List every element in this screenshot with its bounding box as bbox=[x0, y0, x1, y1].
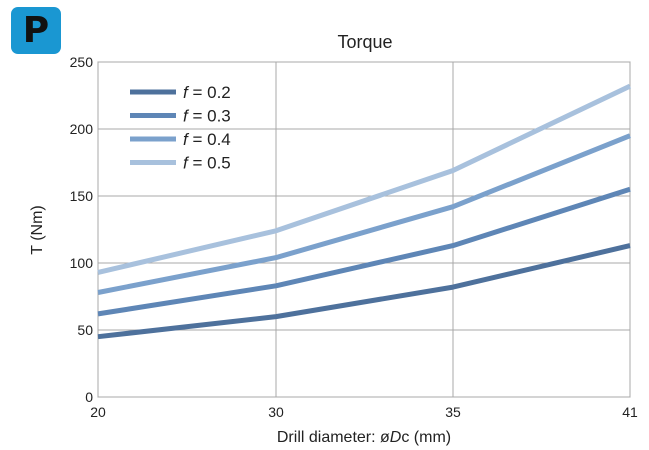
x-tick-label: 41 bbox=[622, 404, 638, 420]
x-axis-label: Drill diameter: øDc (mm) bbox=[277, 429, 451, 446]
x-axis-label-var: ø bbox=[380, 429, 390, 446]
legend: f = 0.2f = 0.3f = 0.4f = 0.5 bbox=[130, 83, 231, 173]
legend-variable: f bbox=[183, 130, 190, 149]
y-tick-label: 0 bbox=[85, 389, 93, 405]
x-tick-label: 20 bbox=[90, 404, 106, 420]
x-axis-label-suffix: (mm) bbox=[409, 429, 451, 446]
p-badge: P bbox=[11, 7, 61, 54]
y-axis-label: T (Nm) bbox=[29, 205, 46, 254]
series-line-3 bbox=[97, 133, 631, 295]
y-tick-labels: 0 50 100 150 200 250 bbox=[70, 54, 94, 405]
series-lines bbox=[97, 83, 632, 340]
legend-value: = 0.3 bbox=[188, 107, 231, 126]
x-tick-labels: 20 30 35 41 bbox=[90, 404, 638, 420]
chart-title: Torque bbox=[337, 32, 392, 52]
p-badge-label: P bbox=[22, 10, 50, 51]
legend-label: f = 0.4 bbox=[183, 130, 231, 149]
legend-variable: f bbox=[183, 107, 190, 126]
legend-value: = 0.5 bbox=[188, 154, 231, 173]
y-tick-label: 100 bbox=[70, 255, 94, 271]
legend-variable: f bbox=[183, 83, 190, 102]
series-line-1 bbox=[97, 243, 631, 340]
series-line-2 bbox=[97, 186, 631, 317]
y-tick-label: 50 bbox=[77, 322, 93, 338]
legend-label: f = 0.2 bbox=[183, 83, 231, 102]
gridlines bbox=[97, 61, 631, 398]
legend-variable: f bbox=[183, 154, 190, 173]
y-tick-label: 200 bbox=[70, 121, 94, 137]
series-line-4 bbox=[97, 83, 632, 275]
x-tick-label: 35 bbox=[445, 404, 461, 420]
plot-frame bbox=[97, 61, 631, 398]
y-tick-label: 250 bbox=[70, 54, 94, 70]
legend-value: = 0.2 bbox=[188, 83, 231, 102]
x-axis-label-prefix: Drill diameter: bbox=[277, 429, 380, 446]
x-tick-label: 30 bbox=[268, 404, 284, 420]
x-axis-label-var-italic: D bbox=[390, 429, 402, 446]
x-axis-label-var-sub: c bbox=[401, 429, 409, 446]
y-tick-label: 150 bbox=[70, 188, 94, 204]
legend-label: f = 0.3 bbox=[183, 107, 231, 126]
legend-label: f = 0.5 bbox=[183, 154, 231, 173]
legend-value: = 0.4 bbox=[188, 130, 231, 149]
